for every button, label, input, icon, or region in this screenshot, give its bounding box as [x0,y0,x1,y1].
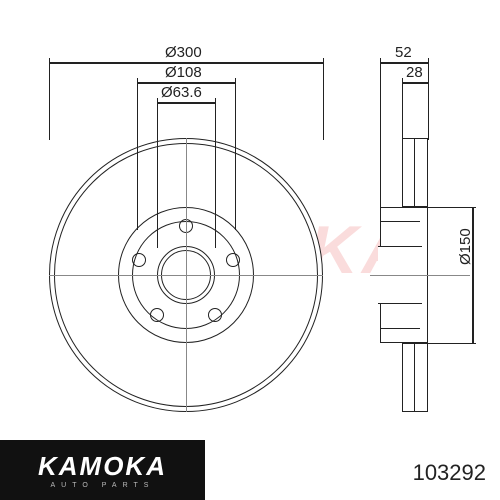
technical-drawing: Ø300 Ø108 Ø63.6 52 28 [0,0,500,500]
ext-bcd-l [137,78,138,230]
center-cross-v [186,138,187,412]
label-28: 28 [406,64,423,81]
vent-line-b [414,343,415,412]
dim-28 [402,82,428,84]
ext-52-l [380,58,381,208]
label-52: 52 [395,44,412,61]
ext-52-r [428,58,429,140]
ext-bcd-r [235,78,236,230]
ext-150-b [428,343,476,344]
ext-28-l [402,78,403,140]
bolt-hole [226,253,240,267]
ext-outer-r [323,58,324,140]
ext-bore-l [157,98,158,248]
side-blade-top [402,138,428,207]
label-150: Ø150 [457,228,474,265]
bolt-hole [208,308,222,322]
ext-bore-r [215,98,216,248]
dim-bore [157,102,215,104]
vent-line-t [414,138,415,207]
label-bore: Ø63.6 [161,84,202,101]
ext-outer-l [49,58,50,140]
side-blade-bottom [402,343,428,412]
side-centerline [370,275,470,276]
ext-150-t [428,207,476,208]
label-outer-dia: Ø300 [165,44,202,61]
bolt-hole [150,308,164,322]
label-bcd: Ø108 [165,64,202,81]
